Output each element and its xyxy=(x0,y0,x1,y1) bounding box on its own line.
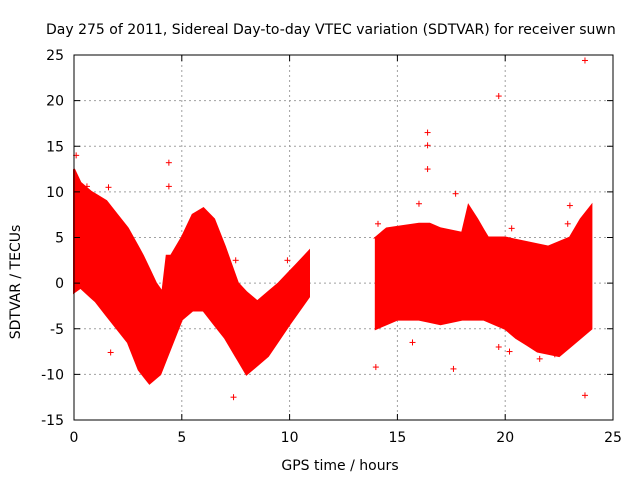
tick-labels: 0 5 10 15 20 25 -15 -10 -5 0 5 10 15 20 25 xyxy=(41,48,622,446)
data-point xyxy=(424,166,431,173)
data-point xyxy=(105,184,112,191)
data-band-early xyxy=(73,168,310,385)
data-point xyxy=(581,57,588,64)
x-tick-label: 10 xyxy=(281,430,299,446)
ticks xyxy=(73,54,614,421)
y-tick-label: -15 xyxy=(41,413,64,429)
y-tick-label: 15 xyxy=(46,139,64,155)
data-point xyxy=(107,349,114,356)
data-point xyxy=(452,190,459,197)
data-point xyxy=(165,159,172,166)
data-point xyxy=(415,200,422,207)
data-point xyxy=(450,365,457,372)
data-point xyxy=(424,129,431,136)
data-point xyxy=(232,257,239,264)
y-tick-label: 0 xyxy=(55,276,64,292)
data-point xyxy=(495,344,502,350)
data-point xyxy=(165,183,172,190)
x-tick-label: 20 xyxy=(496,430,514,446)
y-axis-title: SDTVAR / TECUs xyxy=(8,225,24,340)
data-point xyxy=(284,257,291,264)
data-point xyxy=(374,220,381,227)
x-tick-label: 0 xyxy=(70,430,79,446)
x-axis-title: GPS time / hours xyxy=(281,458,398,474)
series-sdtvar xyxy=(73,57,593,401)
x-tick-label: 25 xyxy=(604,430,622,446)
data-point xyxy=(564,220,571,227)
data-point xyxy=(372,364,379,371)
data-point xyxy=(409,339,416,346)
data-point xyxy=(495,93,502,100)
data-point xyxy=(551,351,558,358)
data-point xyxy=(230,394,237,401)
data-band-late xyxy=(373,202,593,358)
y-tick-label: -5 xyxy=(50,322,64,338)
data-point xyxy=(566,202,573,209)
data-point xyxy=(536,355,543,362)
y-tick-label: 20 xyxy=(46,94,64,110)
y-tick-label: 25 xyxy=(46,48,64,64)
chart-title: Day 275 of 2011, Sidereal Day-to-day VTE… xyxy=(46,22,616,38)
data-point xyxy=(424,142,431,149)
y-tick-label: -10 xyxy=(41,367,64,383)
data-point xyxy=(581,392,588,399)
y-tick-label: 5 xyxy=(55,231,64,247)
y-tick-label: 10 xyxy=(46,185,64,201)
x-tick-label: 5 xyxy=(177,430,186,446)
data-point xyxy=(83,183,90,190)
data-point xyxy=(508,225,515,232)
data-point xyxy=(506,348,513,355)
grid xyxy=(74,55,613,420)
x-tick-label: 15 xyxy=(388,430,406,446)
